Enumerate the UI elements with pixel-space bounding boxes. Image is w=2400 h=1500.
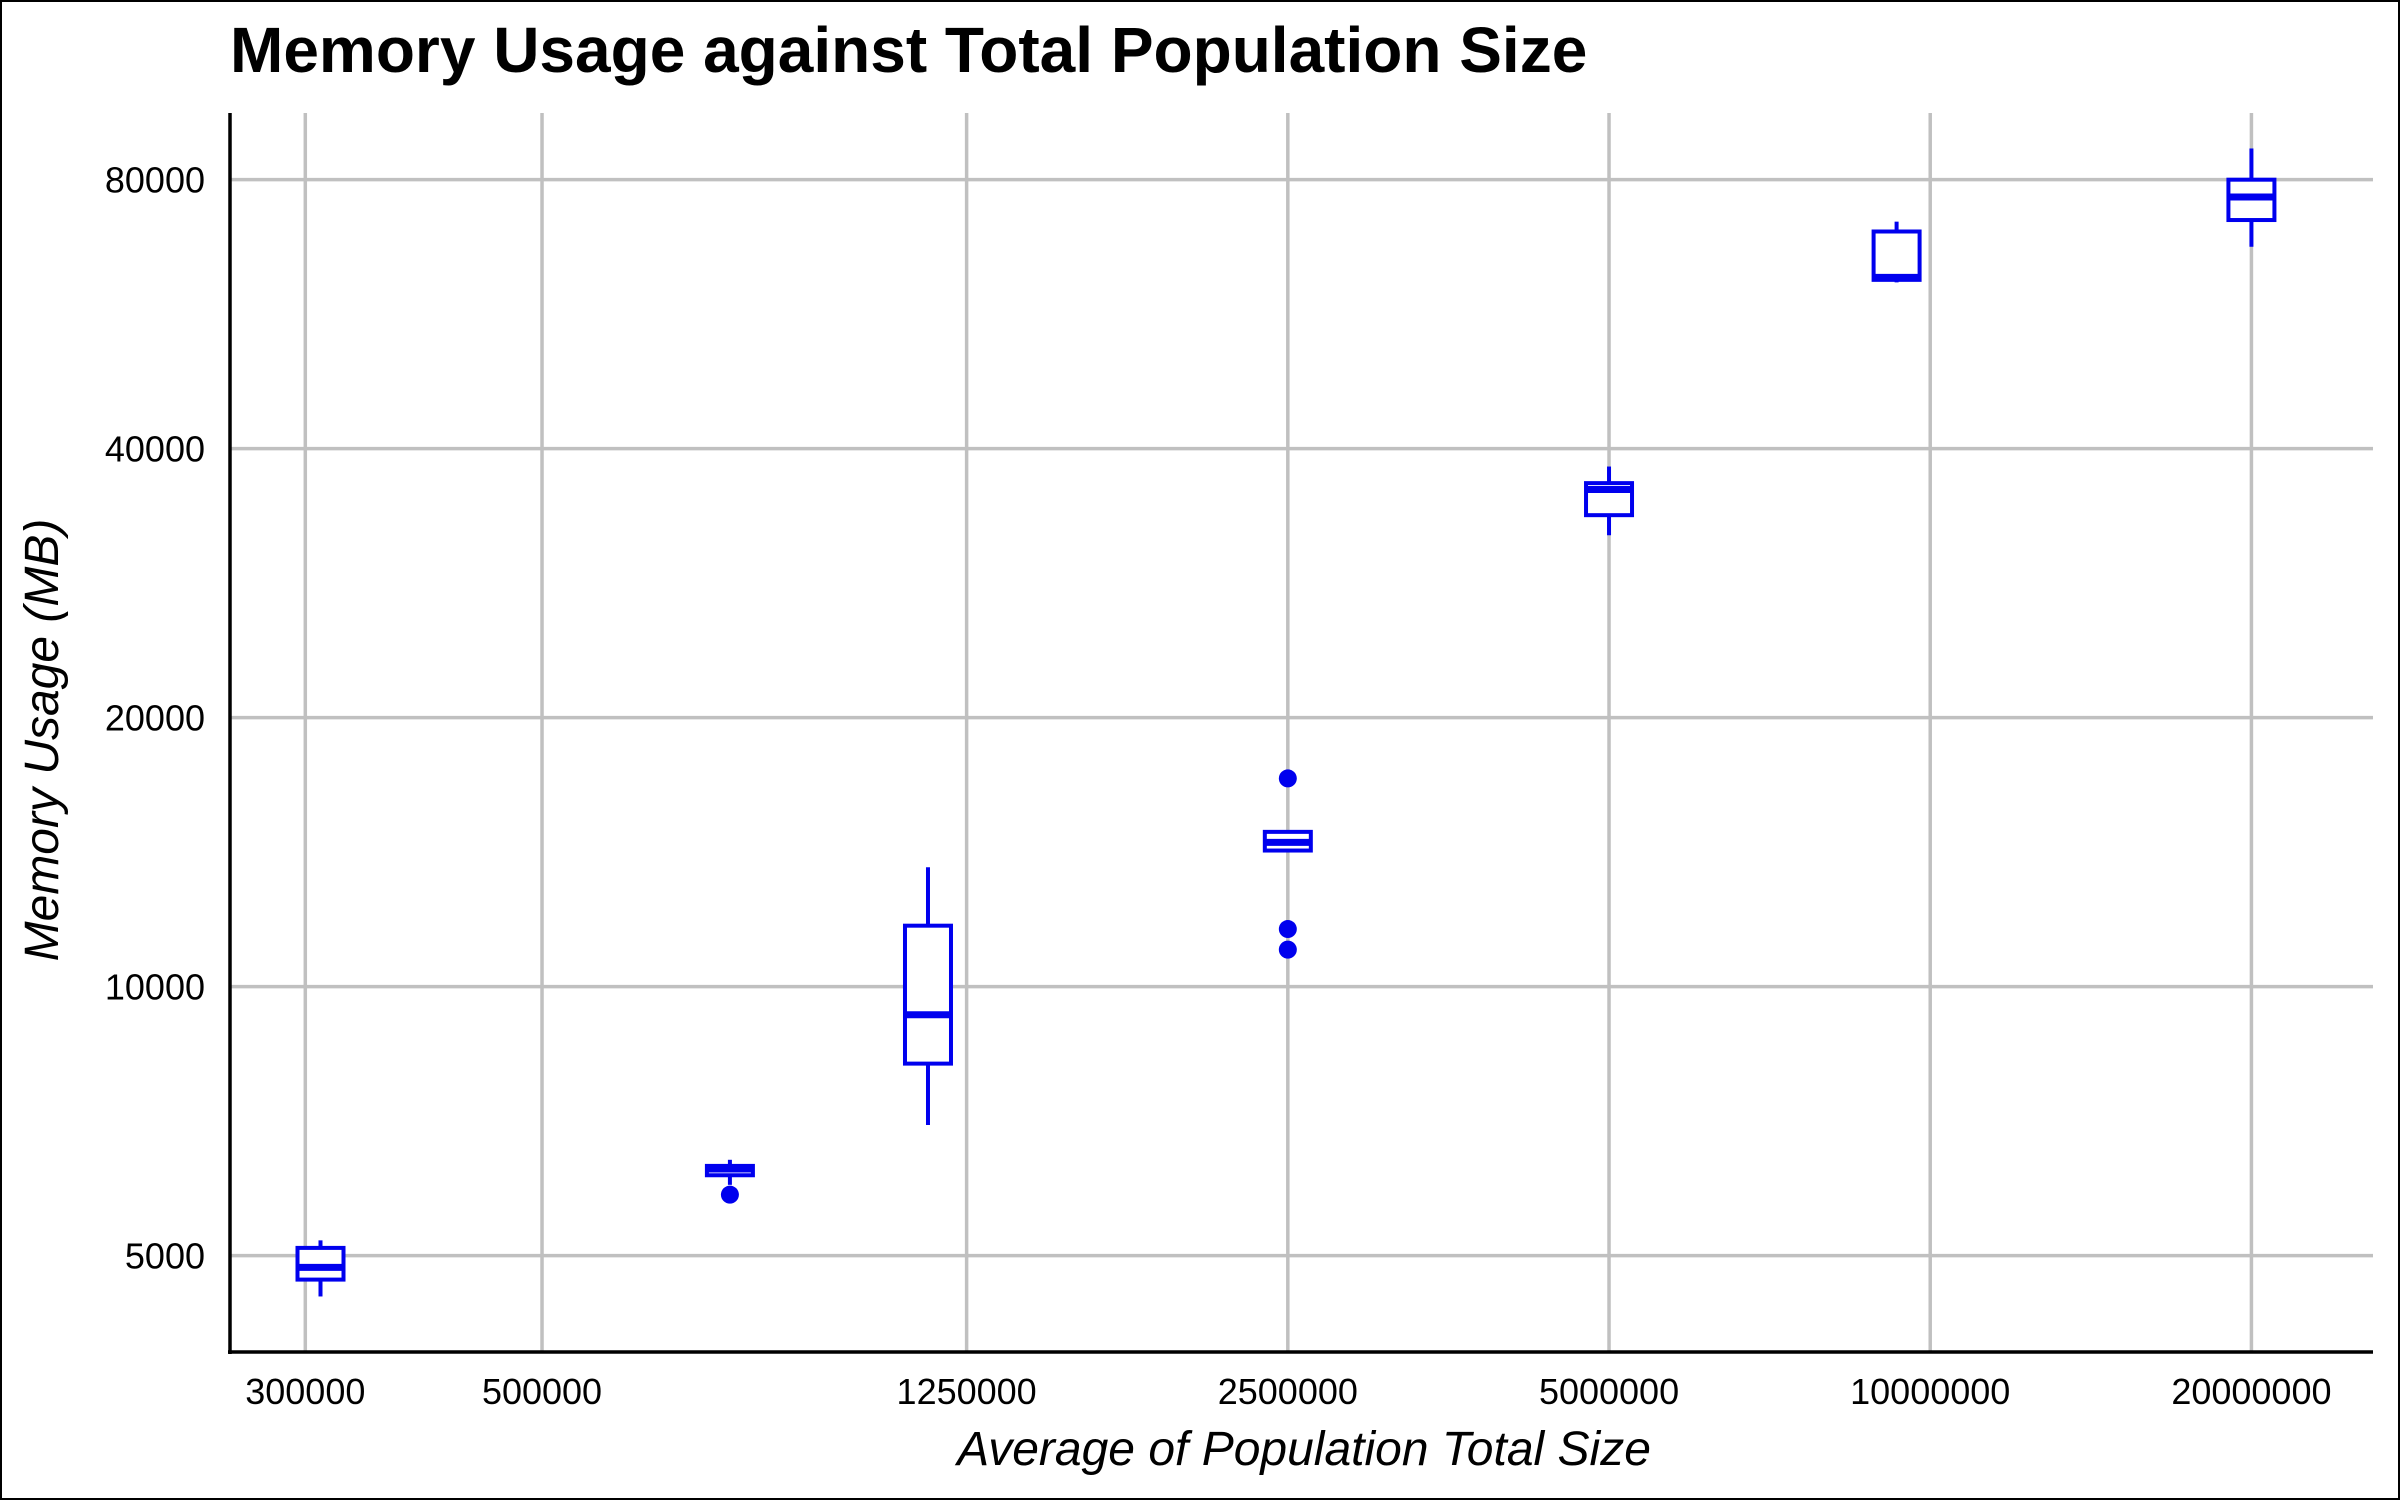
outlier-point xyxy=(1278,920,1297,939)
y-tick-label: 5000 xyxy=(125,1236,205,1277)
box-group xyxy=(902,867,953,1126)
chart-title: Memory Usage against Total Population Si… xyxy=(230,14,1587,86)
x-tick-label: 1250000 xyxy=(897,1371,1037,1412)
y-tick-label: 40000 xyxy=(105,429,205,470)
y-tick-labels: 5000 10000 20000 40000 80000 xyxy=(105,160,205,1277)
outlier-point xyxy=(720,1185,739,1204)
box-group xyxy=(1262,769,1313,959)
x-tick-label: 2500000 xyxy=(1218,1371,1358,1412)
y-tick-label: 20000 xyxy=(105,698,205,739)
grid-lines xyxy=(230,113,2373,1352)
box-iqr xyxy=(1871,229,1922,282)
x-tick-label: 5000000 xyxy=(1539,1371,1679,1412)
box-group xyxy=(704,1159,755,1204)
box-iqr xyxy=(902,923,953,1066)
outlier-point xyxy=(1278,940,1297,959)
x-axis-title: Average of Population Total Size xyxy=(954,1423,1651,1476)
box-group xyxy=(295,1240,346,1297)
y-axis-title: Memory Usage (MB) xyxy=(16,519,69,962)
x-tick-label: 500000 xyxy=(482,1371,602,1412)
box-group xyxy=(1584,466,1635,536)
x-tick-label: 20000000 xyxy=(2171,1371,2331,1412)
x-tick-label: 10000000 xyxy=(1850,1371,2010,1412)
box-group xyxy=(1871,221,1922,283)
boxes xyxy=(295,148,2277,1297)
box-group xyxy=(2226,148,2277,247)
box-iqr xyxy=(295,1245,346,1282)
x-tick-labels: 300000 500000 1250000 2500000 5000000 1000000… xyxy=(245,1371,2331,1412)
outlier-point xyxy=(1278,769,1297,788)
x-tick-label: 300000 xyxy=(245,1371,365,1412)
y-tick-label: 80000 xyxy=(105,160,205,201)
axes xyxy=(228,113,2373,1354)
y-tick-label: 10000 xyxy=(105,967,205,1008)
